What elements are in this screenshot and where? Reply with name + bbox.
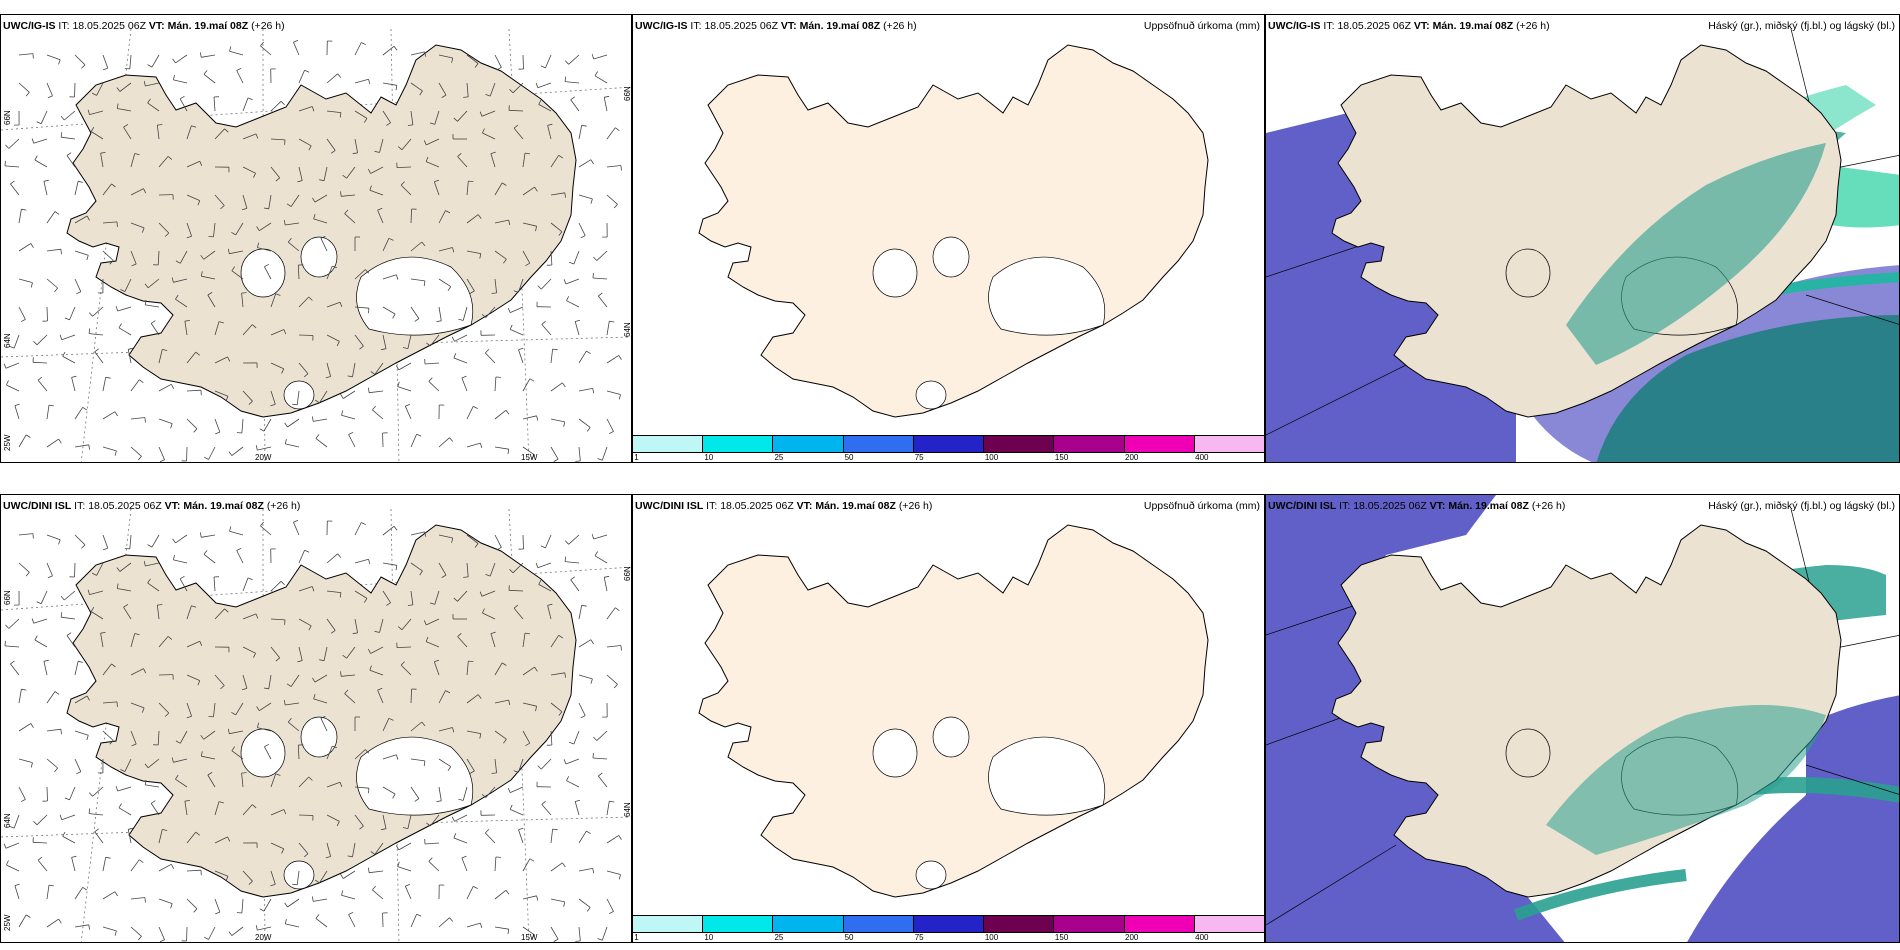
colorbar-segment xyxy=(1194,916,1264,932)
cloud-map-panel-2: UWC/DINI ISL IT: 18.05.2025 06Z VT: Mán.… xyxy=(1265,494,1900,943)
lat-label-64-left: 64N xyxy=(3,333,12,348)
lon-label-20: 20W xyxy=(255,453,272,462)
colorbar-tick-label: 150 xyxy=(1054,933,1069,942)
colorbar-tick-label: 200 xyxy=(1125,933,1139,942)
lat-label-66-left: 66N xyxy=(3,590,12,605)
colorbar-segment xyxy=(1124,436,1195,452)
colorbar-tick-label: 200 xyxy=(1125,453,1139,462)
precip-colorbar xyxy=(633,915,1264,933)
lat-label-66-right: 66N xyxy=(623,86,632,101)
colorbar-segment xyxy=(703,436,774,452)
colorbar-tick-label: 25 xyxy=(774,933,784,942)
wind-map-1 xyxy=(1,28,631,462)
panel-header: UWC/DINI ISL IT: 18.05.2025 06Z VT: Mán.… xyxy=(635,500,933,512)
colorbar-tick-label: 1 xyxy=(634,933,639,942)
colorbar-tick-label: 10 xyxy=(704,933,714,942)
colorbar-tick-label: 25 xyxy=(774,453,784,462)
cloud-title: Háský (gr.), miðský (fj.bl.) og lágský (… xyxy=(1708,20,1895,32)
colorbar-segment xyxy=(843,916,914,932)
lat-label-66-left: 66N xyxy=(3,110,12,125)
colorbar-segment xyxy=(913,436,985,452)
colorbar-segment xyxy=(633,916,704,932)
colorbar-segment xyxy=(1054,436,1125,452)
precip-title: Uppsöfnuð úrkoma (mm) xyxy=(1143,20,1260,32)
panel-header: UWC/DINI ISL IT: 18.05.2025 06Z VT: Mán.… xyxy=(1268,500,1566,512)
cloud-title: Háský (gr.), miðský (fj.bl.) og lágský (… xyxy=(1708,500,1895,512)
colorbar-tick-label: 400 xyxy=(1195,933,1209,942)
colorbar-segment xyxy=(843,436,914,452)
panel-header: UWC/IG-IS IT: 18.05.2025 06Z VT: Mán. 19… xyxy=(1268,20,1550,32)
lon-label-15: 15W xyxy=(521,933,538,942)
colorbar-segment xyxy=(1054,916,1125,932)
panel-header: UWC/IG-IS IT: 18.05.2025 06Z VT: Mán. 19… xyxy=(635,20,917,32)
colorbar-segment xyxy=(773,436,844,452)
colorbar-segment xyxy=(703,916,774,932)
colorbar-tick-label: 50 xyxy=(844,933,854,942)
lat-label-64-right: 64N xyxy=(623,802,632,817)
colorbar-segment xyxy=(1194,436,1264,452)
wind-map-2 xyxy=(1,508,631,942)
lat-label-64-right: 64N xyxy=(623,322,632,337)
lon-label-25-left: 25W xyxy=(3,914,12,931)
wind-map-panel-1: UWC/IG-IS IT: 18.05.2025 06Z VT: Mán. 19… xyxy=(0,14,632,463)
colorbar-tick-label: 75 xyxy=(914,453,924,462)
colorbar-tick-label: 1 xyxy=(634,453,639,462)
precip-map-2 xyxy=(633,495,1265,943)
colorbar-tick-label: 10 xyxy=(704,453,714,462)
cloud-map-1 xyxy=(1266,15,1900,463)
precip-map-panel-1: UWC/IG-IS IT: 18.05.2025 06Z VT: Mán. 19… xyxy=(632,14,1265,463)
lat-label-66-right: 66N xyxy=(623,566,632,581)
colorbar-tick-label: 100 xyxy=(984,453,999,462)
lon-label-15: 15W xyxy=(521,453,538,462)
colorbar-tick-label: 400 xyxy=(1195,453,1209,462)
precip-colorbar xyxy=(633,435,1264,453)
colorbar-tick-label: 150 xyxy=(1054,453,1069,462)
colorbar-segment xyxy=(633,436,704,452)
panel-header: UWC/DINI ISL IT: 18.05.2025 06Z VT: Mán.… xyxy=(3,500,301,512)
colorbar-tick-label: 75 xyxy=(914,933,924,942)
wind-map-panel-2: UWC/DINI ISL IT: 18.05.2025 06Z VT: Mán.… xyxy=(0,494,632,943)
precip-colorbar-ticks: 1 10 25 50 75 100 150 200 400 xyxy=(633,453,1264,462)
precip-map-1 xyxy=(633,15,1265,463)
lon-label-20: 20W xyxy=(255,933,272,942)
precip-colorbar-ticks: 1 10 25 50 75 100 150 200 400 xyxy=(633,933,1264,942)
colorbar-segment xyxy=(773,916,844,932)
colorbar-segment xyxy=(913,916,985,932)
lon-label-25-left: 25W xyxy=(3,434,12,451)
colorbar-segment xyxy=(1124,916,1195,932)
lat-label-64-left: 64N xyxy=(3,813,12,828)
colorbar-tick-label: 100 xyxy=(984,933,999,942)
precip-title: Uppsöfnuð úrkoma (mm) xyxy=(1143,500,1260,512)
cloud-map-panel-1: UWC/IG-IS IT: 18.05.2025 06Z VT: Mán. 19… xyxy=(1265,14,1900,463)
colorbar-segment xyxy=(984,916,1055,932)
colorbar-tick-label: 50 xyxy=(844,453,854,462)
panel-header: UWC/IG-IS IT: 18.05.2025 06Z VT: Mán. 19… xyxy=(3,20,285,32)
precip-map-panel-2: UWC/DINI ISL IT: 18.05.2025 06Z VT: Mán.… xyxy=(632,494,1265,943)
colorbar-segment xyxy=(984,436,1055,452)
cloud-map-2 xyxy=(1266,495,1900,943)
